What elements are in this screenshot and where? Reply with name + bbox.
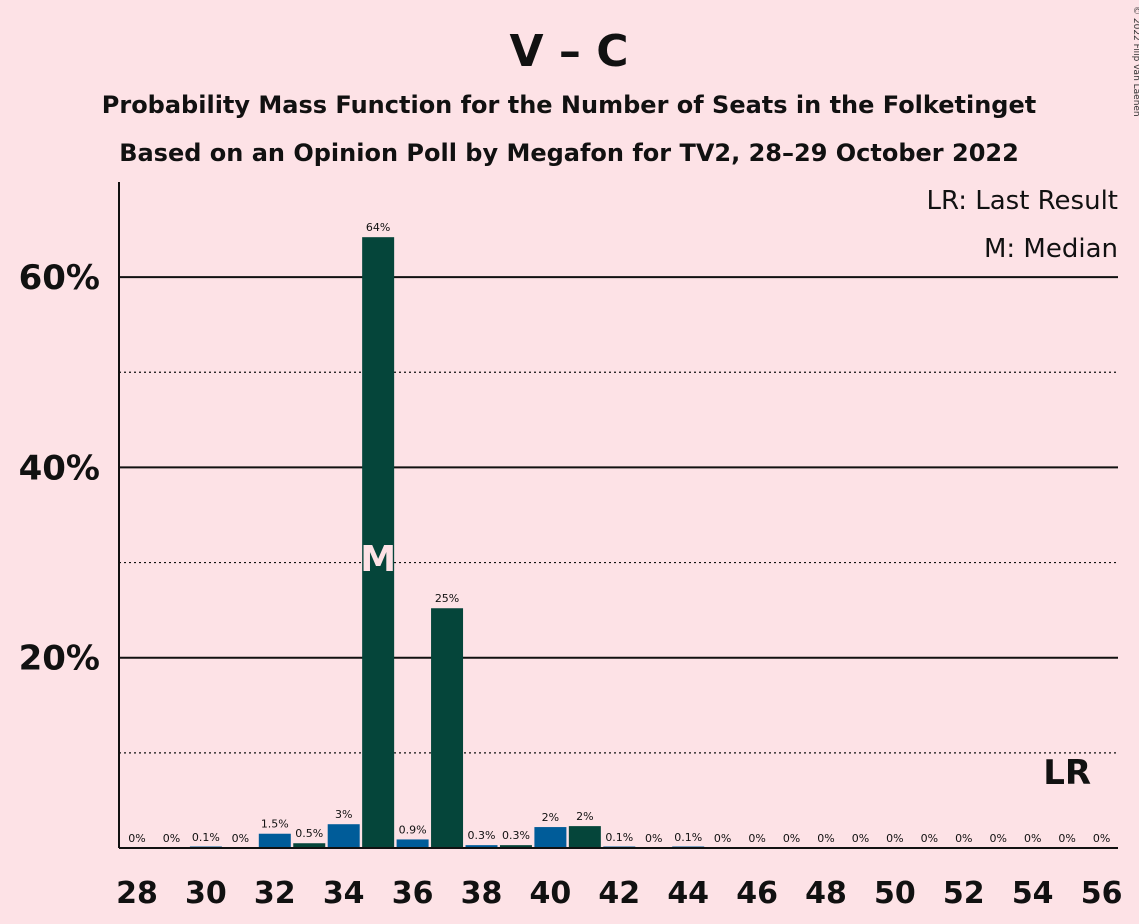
data-label-seat-50: 0%: [886, 832, 903, 845]
bars-group: [189, 237, 705, 848]
legend-last-result: LR: Last Result: [926, 186, 1118, 216]
x-tick-label: 30: [185, 876, 227, 911]
x-tick-label: 42: [598, 876, 640, 911]
data-label-seat-43: 0%: [645, 832, 662, 845]
y-tick-labels: 20% 40% 60%: [19, 258, 100, 679]
data-label-seat-53: 0%: [990, 832, 1007, 845]
y-tick-label: 60%: [19, 258, 100, 298]
data-label-seat-55: 0%: [1058, 832, 1075, 845]
x-tick-label: 32: [254, 876, 296, 911]
data-label-seat-38: 0.3%: [468, 829, 496, 842]
data-label-seat-56: 0%: [1093, 832, 1110, 845]
data-label-seat-29: 0%: [163, 832, 180, 845]
last-result-marker: LR: [1043, 753, 1091, 793]
x-tick-label: 48: [805, 876, 847, 911]
bar-seat-37: [431, 608, 464, 848]
y-tick-label: 20%: [19, 639, 100, 679]
chart-title: V – C: [510, 26, 629, 77]
y-tick-label: 40%: [19, 448, 100, 488]
bar-seat-34: [327, 824, 360, 848]
x-tick-label: 46: [736, 876, 778, 911]
data-label-seat-49: 0%: [852, 832, 869, 845]
bar-seat-33: [293, 843, 326, 848]
bar-seat-39: [499, 845, 532, 848]
data-label-seat-41: 2%: [576, 810, 593, 823]
data-label-seat-35: 64%: [366, 221, 390, 234]
x-tick-label: 38: [461, 876, 503, 911]
x-tick-label: 36: [392, 876, 434, 911]
chart-subtitle-2: Based on an Opinion Poll by Megafon for …: [119, 139, 1019, 167]
bar-seat-35: [362, 237, 395, 848]
data-labels-group: 0% 0% 0.1% 0% 1.5% 0.5% 3% 64% 0.9% 25% 0.3% 0.3% 2%…: [128, 221, 1110, 845]
median-marker: M: [360, 539, 396, 580]
copyright-text: © 2022 Filip van Laenen: [1131, 6, 1139, 117]
x-tick-labels: 28 30 32 34 36 38 40 42 44 46 48 50 52 54 56: [116, 876, 1122, 911]
bar-seat-41: [568, 826, 601, 848]
bar-seat-36: [396, 839, 429, 848]
data-label-seat-52: 0%: [955, 832, 972, 845]
data-label-seat-33: 0.5%: [295, 827, 323, 840]
data-label-seat-40: 2%: [542, 811, 559, 824]
data-label-seat-45: 0%: [714, 832, 731, 845]
data-label-seat-51: 0%: [921, 832, 938, 845]
x-tick-label: 40: [530, 876, 572, 911]
data-label-seat-46: 0%: [748, 832, 765, 845]
data-label-seat-30: 0.1%: [192, 831, 220, 844]
data-label-seat-34: 3%: [335, 808, 352, 821]
chart-subtitle-1: Probability Mass Function for the Number…: [102, 91, 1036, 119]
x-tick-label: 56: [1081, 876, 1123, 911]
x-tick-label: 28: [116, 876, 158, 911]
gridlines: [119, 276, 1118, 754]
data-label-seat-31: 0%: [232, 832, 249, 845]
data-label-seat-28: 0%: [128, 832, 145, 845]
x-tick-label: 44: [667, 876, 709, 911]
data-label-seat-44: 0.1%: [674, 831, 702, 844]
data-label-seat-47: 0%: [783, 832, 800, 845]
legend-median: M: Median: [984, 234, 1118, 264]
data-label-seat-42: 0.1%: [605, 831, 633, 844]
data-label-seat-32: 1.5%: [261, 818, 289, 831]
bar-seat-40: [534, 827, 567, 848]
x-tick-label: 54: [1012, 876, 1054, 911]
data-label-seat-39: 0.3%: [502, 829, 530, 842]
bar-seat-38: [465, 845, 498, 848]
x-tick-label: 34: [323, 876, 365, 911]
data-label-seat-48: 0%: [817, 832, 834, 845]
bar-seat-32: [258, 833, 291, 848]
x-tick-label: 52: [943, 876, 985, 911]
data-label-seat-37: 25%: [435, 592, 459, 605]
x-tick-label: 50: [874, 876, 916, 911]
data-label-seat-36: 0.9%: [399, 823, 427, 836]
data-label-seat-54: 0%: [1024, 832, 1041, 845]
